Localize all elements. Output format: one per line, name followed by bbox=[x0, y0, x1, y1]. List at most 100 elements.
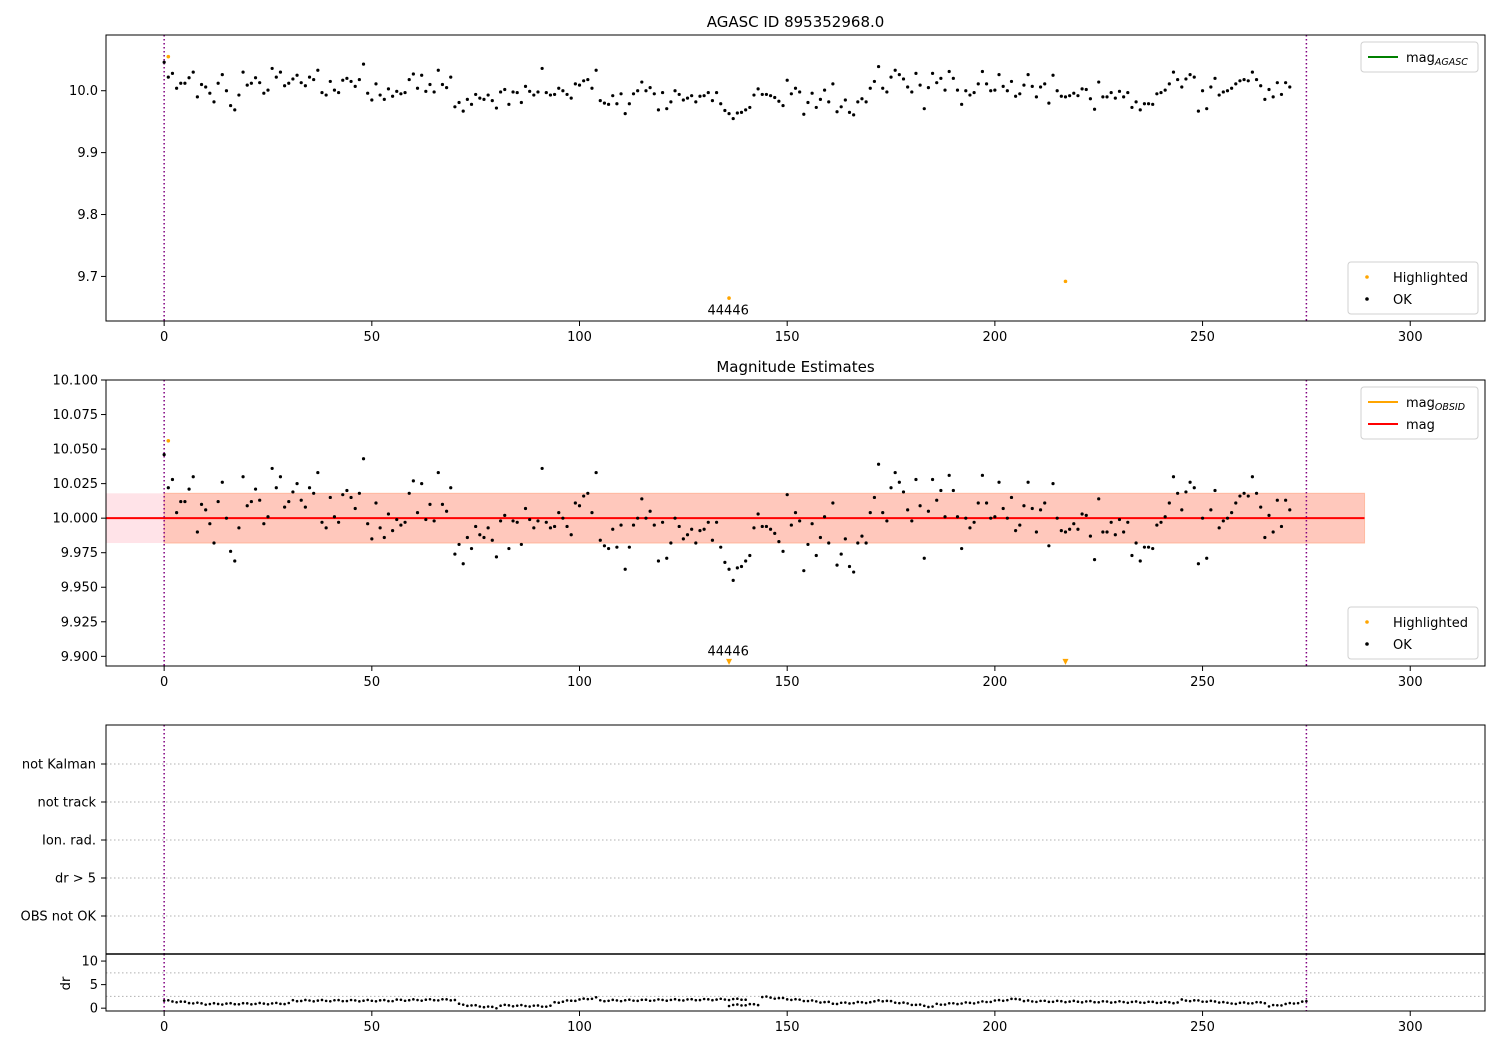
estimates-ok-point bbox=[1180, 508, 1184, 512]
dr-point bbox=[1159, 1001, 1163, 1004]
estimates-ok-point bbox=[1259, 505, 1263, 509]
dr-point bbox=[1080, 1001, 1084, 1004]
estimates-ok-point bbox=[1171, 475, 1176, 479]
agasc-ok-point bbox=[822, 88, 827, 92]
estimates-ok-point bbox=[1225, 516, 1230, 520]
estimates-ok-point bbox=[415, 511, 420, 515]
dr-point bbox=[457, 1002, 461, 1006]
estimates-ok-point bbox=[432, 519, 436, 523]
estimates-ok-point bbox=[229, 549, 233, 553]
dr-point bbox=[208, 1002, 212, 1006]
agasc-ok-point bbox=[640, 80, 644, 84]
dr-point bbox=[1188, 999, 1192, 1003]
dr-point bbox=[482, 1005, 486, 1009]
estimates-ok-point bbox=[818, 535, 823, 540]
agasc-ok-point bbox=[690, 94, 694, 98]
dr-point bbox=[1018, 998, 1022, 1001]
estimates-ok-point bbox=[752, 526, 756, 530]
dr-point bbox=[167, 998, 170, 1002]
estimates-ok-point bbox=[552, 524, 557, 529]
estimates-ok-point bbox=[266, 515, 270, 519]
agasc-ok-point bbox=[199, 82, 204, 87]
estimates-ok-point bbox=[843, 537, 847, 541]
estimates-legend-lines-box bbox=[1360, 386, 1479, 440]
agasc-ok-point bbox=[1134, 100, 1138, 104]
agasc-ok-point bbox=[793, 86, 798, 90]
estimates-ok-point bbox=[1163, 515, 1167, 519]
estimates-ok-point bbox=[536, 519, 540, 523]
agasc-ok-point bbox=[768, 94, 773, 98]
dr-point bbox=[1155, 1001, 1159, 1005]
estimates-ok-point bbox=[943, 515, 947, 519]
agasc-ok-point bbox=[386, 87, 391, 91]
agasc-xtick-label: 250 bbox=[1190, 330, 1215, 345]
estimates-ok-point bbox=[901, 490, 906, 494]
estimates-ok-point bbox=[253, 487, 258, 491]
estimates-ok-point bbox=[744, 559, 748, 563]
estimates-legend-points-point-swatch bbox=[1365, 620, 1369, 624]
dr-point bbox=[902, 1001, 905, 1004]
estimates-xtick-label: 100 bbox=[567, 675, 592, 690]
dr-point bbox=[1068, 1000, 1071, 1003]
agasc-ok-point bbox=[1271, 95, 1275, 99]
estimates-ok-point bbox=[1159, 520, 1163, 524]
agasc-ok-point bbox=[852, 113, 856, 117]
dr-point bbox=[461, 1003, 465, 1006]
estimates-ok-point bbox=[598, 538, 602, 542]
estimates-ok-point bbox=[785, 493, 789, 497]
agasc-ok-point bbox=[1088, 97, 1093, 101]
dr-point bbox=[1001, 999, 1005, 1003]
agasc-ok-point bbox=[1155, 92, 1159, 96]
estimates-ok-point bbox=[665, 556, 669, 560]
agasc-ok-point bbox=[893, 68, 897, 72]
agasc-ok-point bbox=[611, 94, 615, 98]
agasc-xtick-label: 300 bbox=[1398, 330, 1423, 345]
dr-point bbox=[615, 999, 619, 1002]
estimates-ok-point bbox=[644, 516, 648, 520]
agasc-ok-point bbox=[760, 92, 764, 97]
estimates-ok-point bbox=[166, 486, 170, 490]
agasc-ok-point bbox=[494, 106, 499, 110]
dr-point bbox=[441, 997, 444, 1001]
agasc-ok-point bbox=[1126, 90, 1130, 95]
dr-point bbox=[532, 1004, 536, 1007]
dr-point bbox=[760, 995, 764, 999]
agasc-ytick-label: 9.7 bbox=[77, 270, 98, 285]
agasc-ok-point bbox=[1163, 88, 1167, 92]
dr-point bbox=[715, 998, 718, 1001]
dr-point bbox=[1305, 999, 1308, 1003]
dr-point bbox=[673, 997, 677, 1001]
dr-point bbox=[777, 996, 781, 1000]
dr-point bbox=[403, 999, 407, 1003]
estimates-ok-point bbox=[989, 516, 993, 520]
dr-point bbox=[1134, 1000, 1138, 1003]
agasc-ok-point bbox=[1101, 95, 1105, 99]
estimates-ok-point bbox=[793, 511, 798, 515]
dr-point bbox=[652, 999, 656, 1002]
agasc-annotation: 44446 bbox=[708, 303, 749, 318]
estimates-ok-point bbox=[1076, 527, 1080, 531]
estimates-ok-point bbox=[544, 520, 548, 524]
dr-point bbox=[204, 1003, 207, 1006]
estimates-ok-point bbox=[885, 519, 889, 523]
agasc-ok-point bbox=[590, 86, 594, 90]
estimates-ok-point bbox=[1221, 519, 1225, 523]
dr-point bbox=[1118, 999, 1121, 1003]
dr-point bbox=[790, 998, 793, 1002]
dr-point bbox=[586, 997, 590, 1001]
agasc-ok-point bbox=[183, 81, 187, 85]
dr-point bbox=[283, 1002, 286, 1006]
estimates-ok-point bbox=[706, 520, 710, 524]
estimates-ok-point bbox=[199, 502, 204, 506]
agasc-ok-point bbox=[1254, 77, 1259, 82]
agasc-ok-point bbox=[1005, 89, 1009, 93]
estimates-ok-point bbox=[382, 535, 386, 540]
dr-point bbox=[536, 1004, 540, 1007]
estimates-ok-point bbox=[656, 559, 661, 563]
agasc-ok-point bbox=[349, 79, 353, 84]
dr-point bbox=[1163, 1000, 1167, 1004]
estimates-ok-point bbox=[951, 488, 955, 493]
agasc-ok-point bbox=[1105, 95, 1109, 99]
estimates-ok-point bbox=[370, 537, 374, 541]
